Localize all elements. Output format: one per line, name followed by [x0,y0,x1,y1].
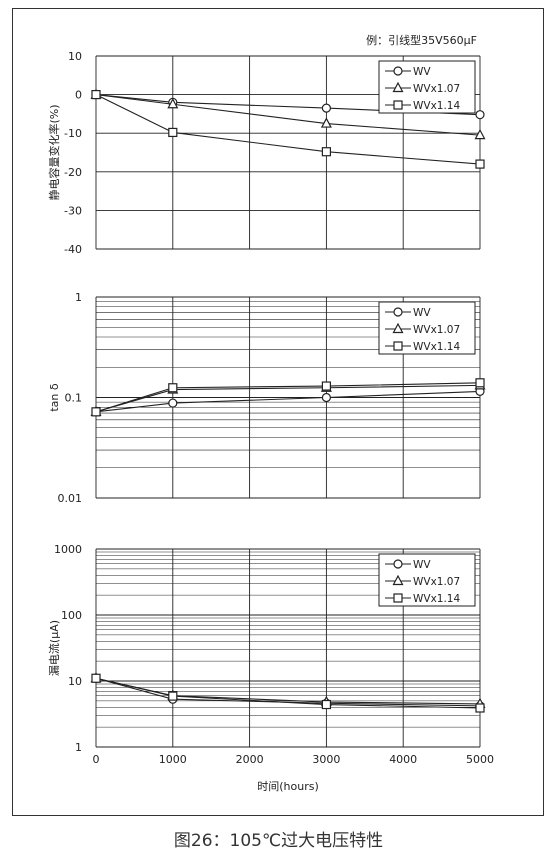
legend-marker-wv [393,66,403,76]
legend-label: WV [413,559,431,571]
y-tick-label: 1 [75,291,82,304]
x-axis-label: 时间(hours) [257,780,319,793]
figure-caption: 图26：105℃过大电压特性 [173,831,384,851]
chart-panel-3: 1000 100 10 1 漏电流(μA) WV WVx1.07 WVx1.14 [47,543,486,754]
legend-label: WVx1.07 [413,83,460,95]
data-point-wvx114 [168,691,178,701]
data-point-wvx114 [475,703,485,713]
legend-label: WVx1.14 [413,341,460,353]
y-tick-label: 1 [75,741,82,754]
data-point-wv [475,110,485,120]
example-note: 例：引线型35V560μF [366,33,477,47]
data-point-wvx114 [91,673,101,683]
legend-label: WV [413,66,431,78]
y-tick-label: -30 [64,204,82,217]
y-tick-label: 100 [61,609,82,622]
data-point-wvx114 [91,89,101,100]
x-tick-label: 2000 [236,753,264,766]
legend-marker-wv [393,559,403,569]
x-tick-label: 3000 [312,753,340,766]
y-tick-label: 0.1 [65,392,83,405]
y-tick-label: 0.01 [58,492,83,505]
y-tick-label: 0 [75,89,82,102]
y-tick-label: 10 [68,50,82,63]
y-axis-label: 漏电流(μA) [47,620,61,676]
legend-label: WVx1.14 [413,593,460,605]
y-axis-label: 静电容量变化率(%) [47,104,61,200]
legend-marker-wvx114 [393,100,403,110]
data-point-wvx114 [321,381,331,391]
data-point-wvx114 [321,699,331,710]
data-point-wvx107 [167,97,179,109]
data-point-wvx114 [168,127,178,138]
data-point-wv [321,103,331,113]
x-tick-label: 0 [93,753,100,766]
data-point-wvx107 [474,128,486,140]
data-point-wvx114 [475,159,485,169]
legend-marker-wvx107 [392,574,404,586]
legend-label: WVx1.07 [413,576,460,588]
chart-panel-1: 10 0 -10 -20 -30 -40 静电容量变化率(%) WV WVx1.07 WVx1.1… [47,50,486,256]
x-tick-label: 4000 [389,753,417,766]
legend-label: WV [413,307,431,319]
data-point-wvx114 [168,383,178,393]
series-line-wvx107 [95,94,481,136]
legend-marker-wv [393,307,403,317]
series-line-wv [95,390,481,413]
series-line-wv [95,677,481,707]
y-tick-label: -10 [64,127,82,140]
legend-marker-wvx107 [392,81,404,93]
legend-label: WVx1.07 [413,324,460,336]
y-axis-label: tan δ [48,383,61,412]
data-point-wvx114 [475,378,485,388]
x-tick-label: 5000 [466,753,494,766]
data-point-wvx107 [320,117,332,128]
series-line-wvx114 [95,382,481,413]
chart-frame [12,8,544,816]
legend-label: WVx1.14 [413,100,460,112]
data-point-wv [168,398,178,408]
y-tick-label: -40 [64,243,82,256]
series-line-wvx114 [95,677,481,709]
legend-marker-wvx114 [393,593,403,603]
data-point-wvx114 [321,147,331,157]
chart-panel-2: 1 0.1 0.01 tan δ WV WVx1.07 WVx1.14 [48,291,486,505]
data-point-wv [321,392,331,403]
data-point-wvx114 [91,407,101,417]
y-tick-label: 10 [68,675,82,688]
x-tick-label: 1000 [159,753,187,766]
legend-marker-wvx107 [392,322,404,334]
y-tick-label: 1000 [54,543,82,556]
y-tick-label: -20 [64,166,82,179]
series-line-wvx107 [95,384,481,413]
legend-marker-wvx114 [393,341,403,351]
series-line-wvx114 [95,94,481,165]
